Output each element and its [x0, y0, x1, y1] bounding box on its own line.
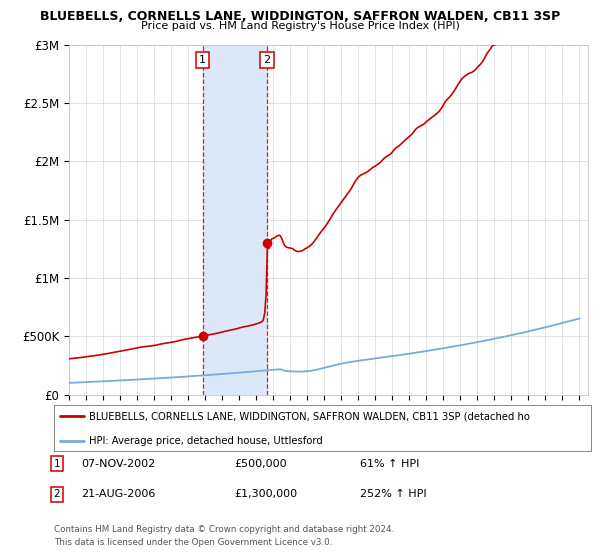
Text: BLUEBELLS, CORNELLS LANE, WIDDINGTON, SAFFRON WALDEN, CB11 3SP (detached ho: BLUEBELLS, CORNELLS LANE, WIDDINGTON, SA…: [89, 412, 530, 421]
Text: 2: 2: [263, 55, 271, 65]
Text: £500,000: £500,000: [234, 459, 287, 469]
Text: 61% ↑ HPI: 61% ↑ HPI: [360, 459, 419, 469]
Text: 2: 2: [53, 489, 61, 500]
Text: Price paid vs. HM Land Registry's House Price Index (HPI): Price paid vs. HM Land Registry's House …: [140, 21, 460, 31]
Text: 252% ↑ HPI: 252% ↑ HPI: [360, 489, 427, 500]
Bar: [203, 45, 267, 395]
Text: HPI: Average price, detached house, Uttlesford: HPI: Average price, detached house, Uttl…: [89, 436, 323, 446]
Text: 1: 1: [199, 55, 206, 65]
Text: 21-AUG-2006: 21-AUG-2006: [81, 489, 155, 500]
Text: 1: 1: [53, 459, 61, 469]
Text: Contains HM Land Registry data © Crown copyright and database right 2024.: Contains HM Land Registry data © Crown c…: [54, 525, 394, 534]
Text: This data is licensed under the Open Government Licence v3.0.: This data is licensed under the Open Gov…: [54, 538, 332, 547]
Text: £1,300,000: £1,300,000: [234, 489, 297, 500]
Text: 07-NOV-2002: 07-NOV-2002: [81, 459, 155, 469]
Text: BLUEBELLS, CORNELLS LANE, WIDDINGTON, SAFFRON WALDEN, CB11 3SP: BLUEBELLS, CORNELLS LANE, WIDDINGTON, SA…: [40, 10, 560, 23]
